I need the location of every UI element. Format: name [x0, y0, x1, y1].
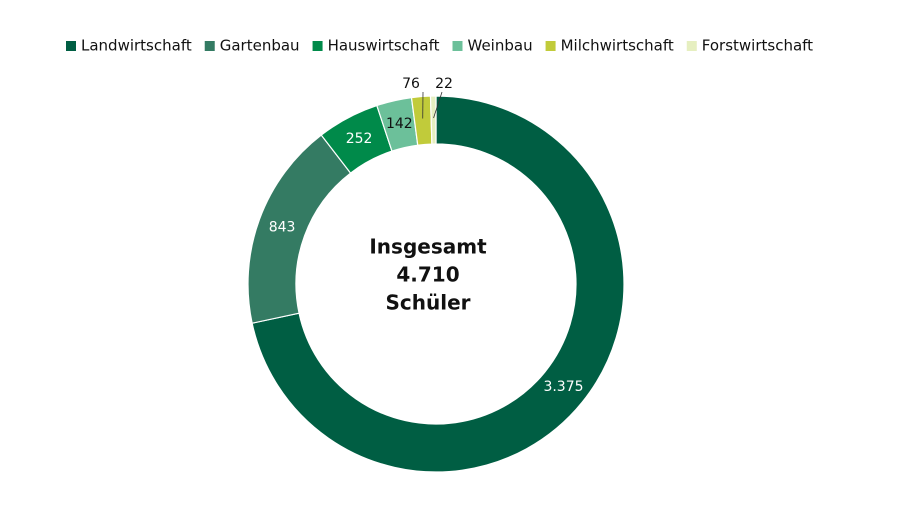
donut-segment	[429, 95, 437, 145]
legend-swatch	[545, 41, 556, 51]
legend-swatch	[66, 41, 76, 51]
leader-line	[433, 91, 443, 119]
legend-label: Landwirtschaft	[81, 37, 192, 55]
legend-label: Forstwirtschaft	[702, 37, 813, 55]
legend-swatch	[452, 41, 463, 51]
donut-segment	[247, 134, 352, 324]
center-text: Schüler	[385, 291, 470, 315]
legend-label: Hauswirtschaft	[328, 37, 440, 55]
legend-swatch	[204, 41, 215, 51]
legend-label: Gartenbau	[220, 37, 300, 55]
legend-swatch	[312, 41, 323, 51]
value-label: 843	[269, 219, 296, 235]
legend-swatch	[686, 41, 697, 51]
legend-label: Milchwirtschaft	[561, 37, 674, 55]
value-label: 3.375	[543, 379, 583, 395]
legend-label: Weinbau	[468, 37, 533, 55]
donut-segment	[251, 95, 625, 473]
value-label: 22	[435, 76, 453, 92]
value-label: 76	[402, 76, 420, 92]
center-text: Insgesamt	[369, 235, 487, 259]
value-label: 142	[386, 116, 413, 132]
center-text: 4.710	[396, 263, 459, 287]
value-label: 252	[346, 131, 373, 147]
